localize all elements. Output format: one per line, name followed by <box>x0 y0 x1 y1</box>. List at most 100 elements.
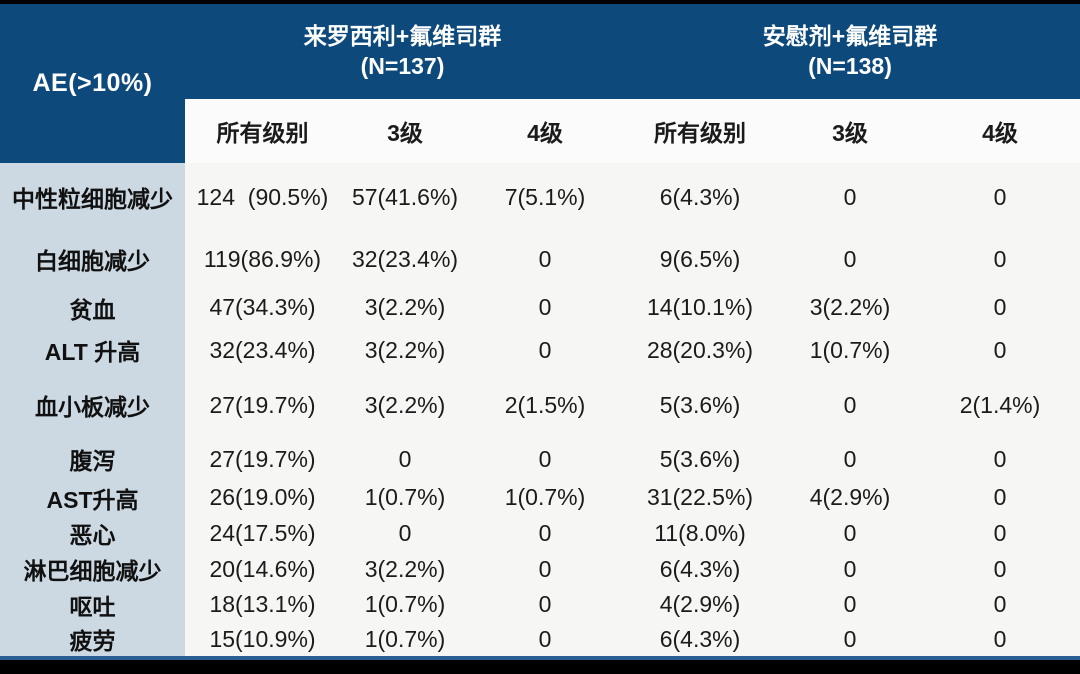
ae-value: 0 <box>920 231 1080 287</box>
ae-label: ALT 升高 <box>0 328 185 372</box>
ae-value: 26(19.0%) <box>185 480 340 515</box>
col-header-grade3: 3级 <box>780 99 920 163</box>
sub-header-row: 所有级别 3级 4级 所有级别 3级 4级 <box>0 99 1080 163</box>
adverse-events-table: AE(>10%) 来罗西利+氟维司群 (N=137) 安慰剂+氟维司群 (N=1… <box>0 4 1080 660</box>
col-header-grade4: 4级 <box>470 99 620 163</box>
ae-value: 0 <box>920 622 1080 658</box>
ae-value: 0 <box>780 372 920 438</box>
ae-value: 6(4.3%) <box>620 551 780 587</box>
col-header-grade3: 3级 <box>340 99 470 163</box>
ae-label: 呕吐 <box>0 587 185 622</box>
corner-header-ae: AE(>10%) <box>0 4 185 163</box>
ae-value: 3(2.2%) <box>780 287 920 328</box>
ae-value: 0 <box>780 515 920 551</box>
ae-value: 24(17.5%) <box>185 515 340 551</box>
ae-value: 28(20.3%) <box>620 328 780 372</box>
ae-value: 0 <box>920 287 1080 328</box>
ae-label: 中性粒细胞减少 <box>0 163 185 231</box>
ae-value: 0 <box>920 328 1080 372</box>
ae-value: 0 <box>780 587 920 622</box>
col-header-grade4: 4级 <box>920 99 1080 163</box>
ae-value: 1(0.7%) <box>340 480 470 515</box>
ae-label: 贫血 <box>0 287 185 328</box>
group-title: 来罗西利+氟维司群 <box>303 22 502 49</box>
ae-value: 0 <box>470 551 620 587</box>
ae-value: 0 <box>340 438 470 480</box>
ae-value: 0 <box>470 515 620 551</box>
group-n: (N=138) <box>808 52 892 79</box>
ae-value: 0 <box>780 551 920 587</box>
ae-value: 0 <box>470 438 620 480</box>
ae-value: 1(0.7%) <box>470 480 620 515</box>
ae-value: 0 <box>340 515 470 551</box>
col-header-all-grades: 所有级别 <box>185 99 340 163</box>
ae-value: 2(1.5%) <box>470 372 620 438</box>
table-row: 淋巴细胞减少 20(14.6%) 3(2.2%) 0 6(4.3%) 0 0 <box>0 551 1080 587</box>
ae-value: 18(13.1%) <box>185 587 340 622</box>
ae-value: 27(19.7%) <box>185 438 340 480</box>
ae-value: 0 <box>920 163 1080 231</box>
ae-value: 27(19.7%) <box>185 372 340 438</box>
ae-value: 11(8.0%) <box>620 515 780 551</box>
group-header-row: AE(>10%) 来罗西利+氟维司群 (N=137) 安慰剂+氟维司群 (N=1… <box>0 4 1080 163</box>
ae-value: 3(2.2%) <box>340 372 470 438</box>
ae-value: 6(4.3%) <box>620 163 780 231</box>
ae-value: 0 <box>920 587 1080 622</box>
ae-value: 57(41.6%) <box>340 163 470 231</box>
ae-value: 0 <box>780 163 920 231</box>
ae-value: 5(3.6%) <box>620 438 780 480</box>
col-header-all-grades: 所有级别 <box>620 99 780 163</box>
ae-value: 119(86.9%) <box>185 231 340 287</box>
ae-value: 0 <box>470 287 620 328</box>
ae-value: 0 <box>920 480 1080 515</box>
ae-label: 恶心 <box>0 515 185 551</box>
ae-value: 0 <box>470 587 620 622</box>
ae-value: 124 (90.5%) <box>185 163 340 231</box>
ae-value: 0 <box>920 551 1080 587</box>
table-row: 疲劳 15(10.9%) 1(0.7%) 0 6(4.3%) 0 0 <box>0 622 1080 658</box>
ae-value: 6(4.3%) <box>620 622 780 658</box>
ae-value: 2(1.4%) <box>920 372 1080 438</box>
ae-value: 1(0.7%) <box>780 328 920 372</box>
ae-value: 0 <box>470 328 620 372</box>
ae-value: 0 <box>920 515 1080 551</box>
ae-value: 15(10.9%) <box>185 622 340 658</box>
ae-value: 47(34.3%) <box>185 287 340 328</box>
ae-value: 32(23.4%) <box>340 231 470 287</box>
ae-value: 31(22.5%) <box>620 480 780 515</box>
group-header-treatment: 来罗西利+氟维司群 (N=137) <box>185 4 620 99</box>
ae-label: 白细胞减少 <box>0 231 185 287</box>
ae-value: 3(2.2%) <box>340 551 470 587</box>
table-row: 白细胞减少 119(86.9%) 32(23.4%) 0 9(6.5%) 0 0 <box>0 231 1080 287</box>
ae-value: 9(6.5%) <box>620 231 780 287</box>
ae-value: 4(2.9%) <box>620 587 780 622</box>
ae-value: 5(3.6%) <box>620 372 780 438</box>
table-row: 血小板减少 27(19.7%) 3(2.2%) 2(1.5%) 5(3.6%) … <box>0 372 1080 438</box>
ae-value: 20(14.6%) <box>185 551 340 587</box>
ae-label: 腹泻 <box>0 438 185 480</box>
ae-value: 1(0.7%) <box>340 587 470 622</box>
ae-value: 0 <box>780 438 920 480</box>
table-row: 恶心 24(17.5%) 0 0 11(8.0%) 0 0 <box>0 515 1080 551</box>
ae-label: 疲劳 <box>0 622 185 658</box>
group-title: 安慰剂+氟维司群 <box>762 22 938 49</box>
table-row: 腹泻 27(19.7%) 0 0 5(3.6%) 0 0 <box>0 438 1080 480</box>
table-row: 中性粒细胞减少 124 (90.5%) 57(41.6%) 7(5.1%) 6(… <box>0 163 1080 231</box>
ae-value: 0 <box>780 622 920 658</box>
ae-value: 14(10.1%) <box>620 287 780 328</box>
ae-value: 3(2.2%) <box>340 287 470 328</box>
ae-value: 0 <box>470 231 620 287</box>
group-header-placebo: 安慰剂+氟维司群 (N=138) <box>620 4 1080 99</box>
ae-value: 7(5.1%) <box>470 163 620 231</box>
table-row: ALT 升高 32(23.4%) 3(2.2%) 0 28(20.3%) 1(0… <box>0 328 1080 372</box>
ae-value: 32(23.4%) <box>185 328 340 372</box>
group-n: (N=137) <box>360 52 445 79</box>
ae-value: 0 <box>920 438 1080 480</box>
table-row: 贫血 47(34.3%) 3(2.2%) 0 14(10.1%) 3(2.2%)… <box>0 287 1080 328</box>
ae-label: 淋巴细胞减少 <box>0 551 185 587</box>
table-row: 呕吐 18(13.1%) 1(0.7%) 0 4(2.9%) 0 0 <box>0 587 1080 622</box>
ae-value: 0 <box>780 231 920 287</box>
ae-label: AST升高 <box>0 480 185 515</box>
ae-label: 血小板减少 <box>0 372 185 438</box>
